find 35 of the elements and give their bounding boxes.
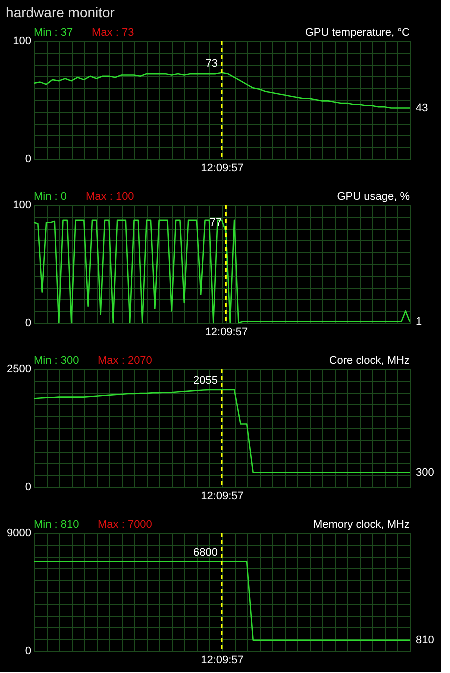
y-tick-label: 0: [25, 154, 32, 166]
chart-title: hardware monitor: [6, 4, 116, 20]
annotation: 73: [206, 58, 218, 70]
text: Min : 0: [34, 191, 68, 203]
line-series: [33, 389, 411, 474]
text: 1: [416, 316, 422, 328]
text: Max : 100: [86, 191, 134, 203]
chart-subtitle: Core clock, MHz: [329, 355, 410, 367]
x-tick-label: 12:09:57: [201, 654, 244, 666]
annotation: 2055: [194, 375, 218, 388]
x-tick-label: 12:09:57: [201, 490, 244, 502]
text: 300: [416, 466, 434, 479]
chart-subtitle: Memory clock, MHz: [313, 519, 410, 531]
y-tick-label: 9000: [7, 528, 32, 540]
line-series: [33, 72, 411, 109]
text: Min : 37: [34, 27, 74, 39]
text: Max : 73: [92, 27, 134, 39]
x-tick-label: 12:09:57: [205, 326, 248, 338]
annotation: 6800: [194, 546, 218, 559]
y-tick-label: 100: [13, 200, 32, 212]
text: 810: [416, 634, 434, 646]
text: Min : 810: [34, 519, 80, 531]
text: Max : 7000: [98, 519, 152, 531]
y-tick-label: 0: [25, 318, 32, 330]
y-tick-label: 2500: [7, 364, 32, 376]
text: 43: [416, 102, 428, 114]
line-series: [33, 220, 411, 324]
y-tick-label: 0: [25, 482, 32, 494]
y-tick-label: 100: [13, 36, 32, 48]
y-tick-label: 0: [25, 646, 32, 658]
chart-subtitle: GPU temperature, °C: [305, 27, 410, 39]
text: Min : 300: [34, 355, 80, 367]
text: Max : 2070: [98, 355, 152, 367]
x-tick-label: 12:09:57: [201, 162, 244, 174]
chart-subtitle: GPU usage, %: [337, 191, 410, 203]
